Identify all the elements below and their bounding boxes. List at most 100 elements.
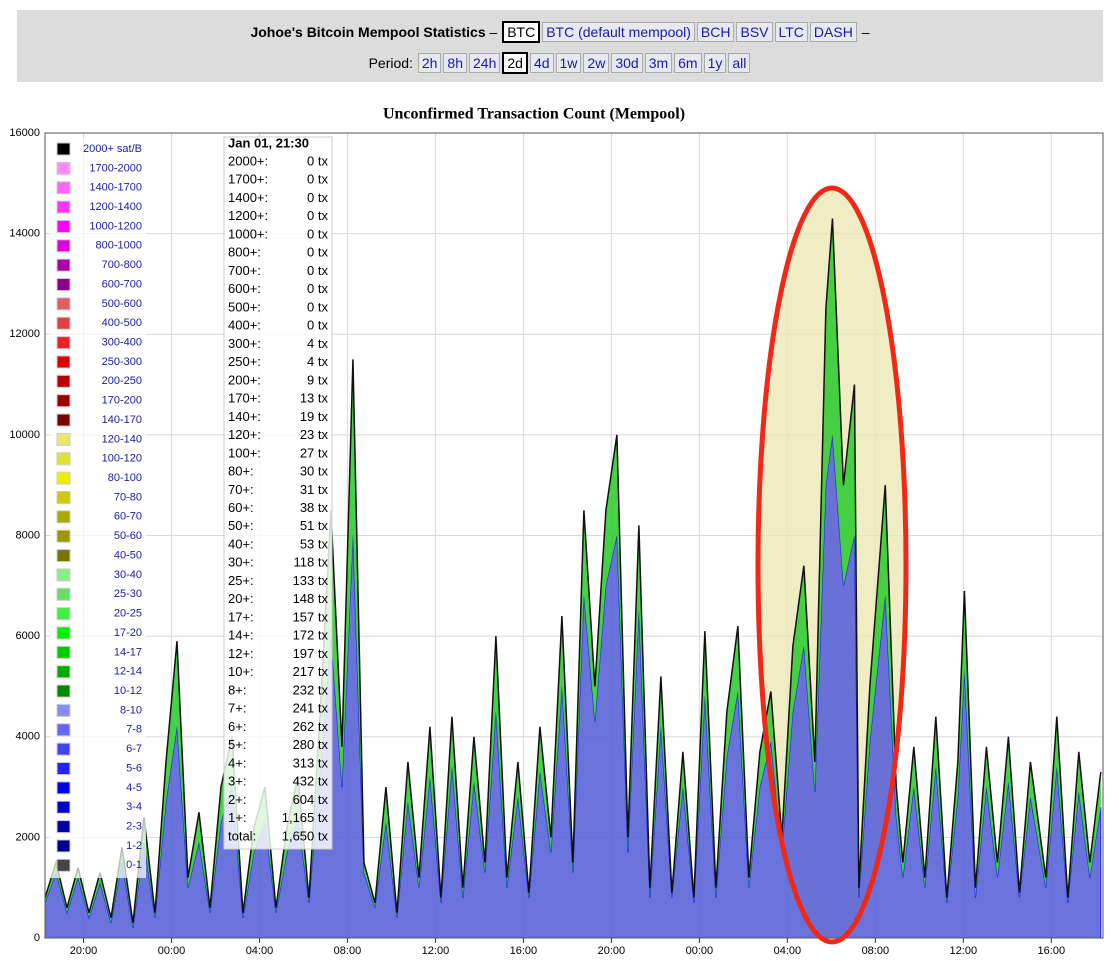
- tooltip-value: 53 tx: [300, 536, 329, 551]
- tooltip-value: 31 tx: [300, 482, 329, 497]
- legend-swatch: [56, 490, 71, 504]
- legend-label: 17-20: [114, 627, 142, 639]
- tooltip-label: total:: [228, 828, 256, 843]
- tooltip-value: 0 tx: [307, 226, 328, 241]
- tooltip-value: 4 tx: [307, 336, 328, 351]
- tooltip-label: 70+:: [228, 482, 254, 497]
- tooltip-label: 6+:: [228, 719, 246, 734]
- tooltip-value: 0 tx: [307, 172, 328, 187]
- tooltip-value: 23 tx: [300, 427, 329, 442]
- legend-swatch: [56, 723, 71, 737]
- x-tick-label: 12:00: [422, 945, 450, 957]
- nav-link[interactable]: 2w: [583, 53, 610, 73]
- legend-swatch: [56, 703, 71, 717]
- legend-label: 200-250: [102, 375, 142, 387]
- nav-link[interactable]: 30d: [611, 53, 643, 73]
- tooltip-label: 2000+:: [228, 153, 268, 168]
- nav-link[interactable]: 3m: [644, 53, 673, 73]
- nav-link[interactable]: 24h: [469, 53, 501, 73]
- nav-link[interactable]: 2d: [502, 52, 528, 74]
- legend-label: 800-1000: [96, 240, 143, 252]
- nav-link[interactable]: 6m: [674, 53, 702, 73]
- legend-label: 4-5: [126, 782, 142, 794]
- nav-link[interactable]: DASH: [809, 22, 857, 42]
- tooltip-value: 1,165 tx: [282, 810, 329, 825]
- legend-swatch: [56, 587, 71, 601]
- y-tick-label: 0: [34, 932, 40, 944]
- tooltip-label: 600+:: [228, 281, 261, 296]
- y-tick-label: 12000: [9, 328, 40, 340]
- y-tick-label: 6000: [16, 630, 40, 642]
- nav-link[interactable]: BTC: [502, 21, 541, 43]
- x-tick-label: 04:00: [246, 945, 274, 957]
- nav-link[interactable]: 2h: [417, 53, 442, 73]
- nav-link[interactable]: 1w: [555, 53, 582, 73]
- legend-label: 2-3: [126, 821, 142, 833]
- nav-link[interactable]: BSV: [736, 22, 773, 42]
- tooltip-value: 118 tx: [294, 555, 329, 570]
- nav-link[interactable]: LTC: [774, 22, 808, 42]
- legend-label: 40-50: [114, 549, 142, 561]
- tooltip-label: 25+:: [228, 573, 254, 588]
- tooltip-value: 19 tx: [300, 409, 329, 424]
- tooltip-label: 1700+:: [228, 172, 268, 187]
- legend-label: 120-140: [102, 433, 142, 445]
- legend-label: 300-400: [102, 337, 142, 349]
- tooltip-label: 1000+:: [228, 226, 268, 241]
- tooltip-label: 500+:: [228, 299, 261, 314]
- legend-label: 10-12: [114, 685, 142, 697]
- tooltip-value: 133 tx: [293, 573, 329, 588]
- legend-label: 500-600: [102, 298, 142, 310]
- tooltip-value: 604 tx: [293, 792, 329, 807]
- chart: Unconfirmed Transaction Count (Mempool) …: [9, 106, 1104, 957]
- coin-links: BTC BTC (default mempool) BCH BSV LTC DASH: [501, 21, 858, 43]
- legend-label: 1400-1700: [89, 182, 142, 194]
- x-tick-label: 16:00: [510, 945, 538, 957]
- tooltip-label: 60+:: [228, 500, 254, 515]
- nav-link[interactable]: all: [728, 53, 751, 73]
- tooltip-value: 4 tx: [307, 354, 328, 369]
- nav-link[interactable]: BTC (default mempool): [542, 22, 695, 42]
- legend-swatch: [56, 316, 71, 330]
- legend-swatch: [56, 374, 71, 388]
- legend-swatch: [56, 181, 71, 195]
- tooltip-value: 0 tx: [307, 208, 328, 223]
- tooltip-label: 8+:: [228, 682, 246, 697]
- legend-label: 2000+ sat/B: [83, 143, 142, 155]
- legend-label: 7-8: [126, 724, 142, 736]
- legend-label: 12-14: [114, 666, 142, 678]
- tooltip-label: 14+:: [228, 628, 254, 643]
- nav-link[interactable]: 1y: [703, 53, 727, 73]
- tooltip-label: 10+:: [228, 664, 254, 679]
- legend-label: 14-17: [114, 646, 142, 658]
- nav-link[interactable]: 8h: [443, 53, 467, 73]
- legend-swatch: [56, 452, 71, 466]
- legend-swatch: [56, 820, 71, 834]
- legend-label: 50-60: [114, 530, 142, 542]
- tooltip-value: 232 tx: [293, 682, 329, 697]
- y-tick-label: 14000: [9, 228, 40, 240]
- plot-border: [44, 132, 1104, 939]
- tooltip-value: 0 tx: [307, 318, 328, 333]
- legend-label: 100-120: [102, 453, 142, 465]
- tooltip-label: 80+:: [228, 464, 254, 479]
- legend-label: 70-80: [114, 491, 142, 503]
- tooltip-label: 2+:: [228, 792, 246, 807]
- tooltip-label: 50+:: [228, 518, 254, 533]
- legend-swatch: [56, 355, 71, 369]
- legend-label: 20-25: [114, 608, 142, 620]
- legend-label: 25-30: [114, 588, 142, 600]
- legend-swatch: [56, 510, 71, 524]
- tooltip-label: 3+:: [228, 774, 246, 789]
- legend-swatch: [56, 219, 71, 233]
- legend-swatch: [56, 200, 71, 214]
- y-tick-label: 2000: [16, 831, 40, 843]
- tooltip-value: 0 tx: [307, 281, 328, 296]
- nav-link[interactable]: 4d: [529, 53, 554, 73]
- nav-link[interactable]: BCH: [696, 22, 735, 42]
- top-outline: [44, 218, 1102, 924]
- x-tick-label: 16:00: [1038, 945, 1066, 957]
- site-title: Johoe's Bitcoin Mempool Statistics: [250, 24, 486, 40]
- legend-swatch: [56, 258, 71, 272]
